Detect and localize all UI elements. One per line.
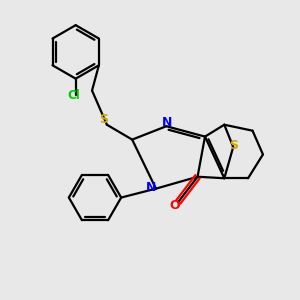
Text: S: S bbox=[99, 113, 108, 126]
Text: O: O bbox=[169, 199, 180, 212]
Text: N: N bbox=[162, 116, 172, 129]
Text: Cl: Cl bbox=[68, 88, 81, 101]
Text: N: N bbox=[146, 181, 156, 194]
Text: S: S bbox=[229, 139, 238, 152]
